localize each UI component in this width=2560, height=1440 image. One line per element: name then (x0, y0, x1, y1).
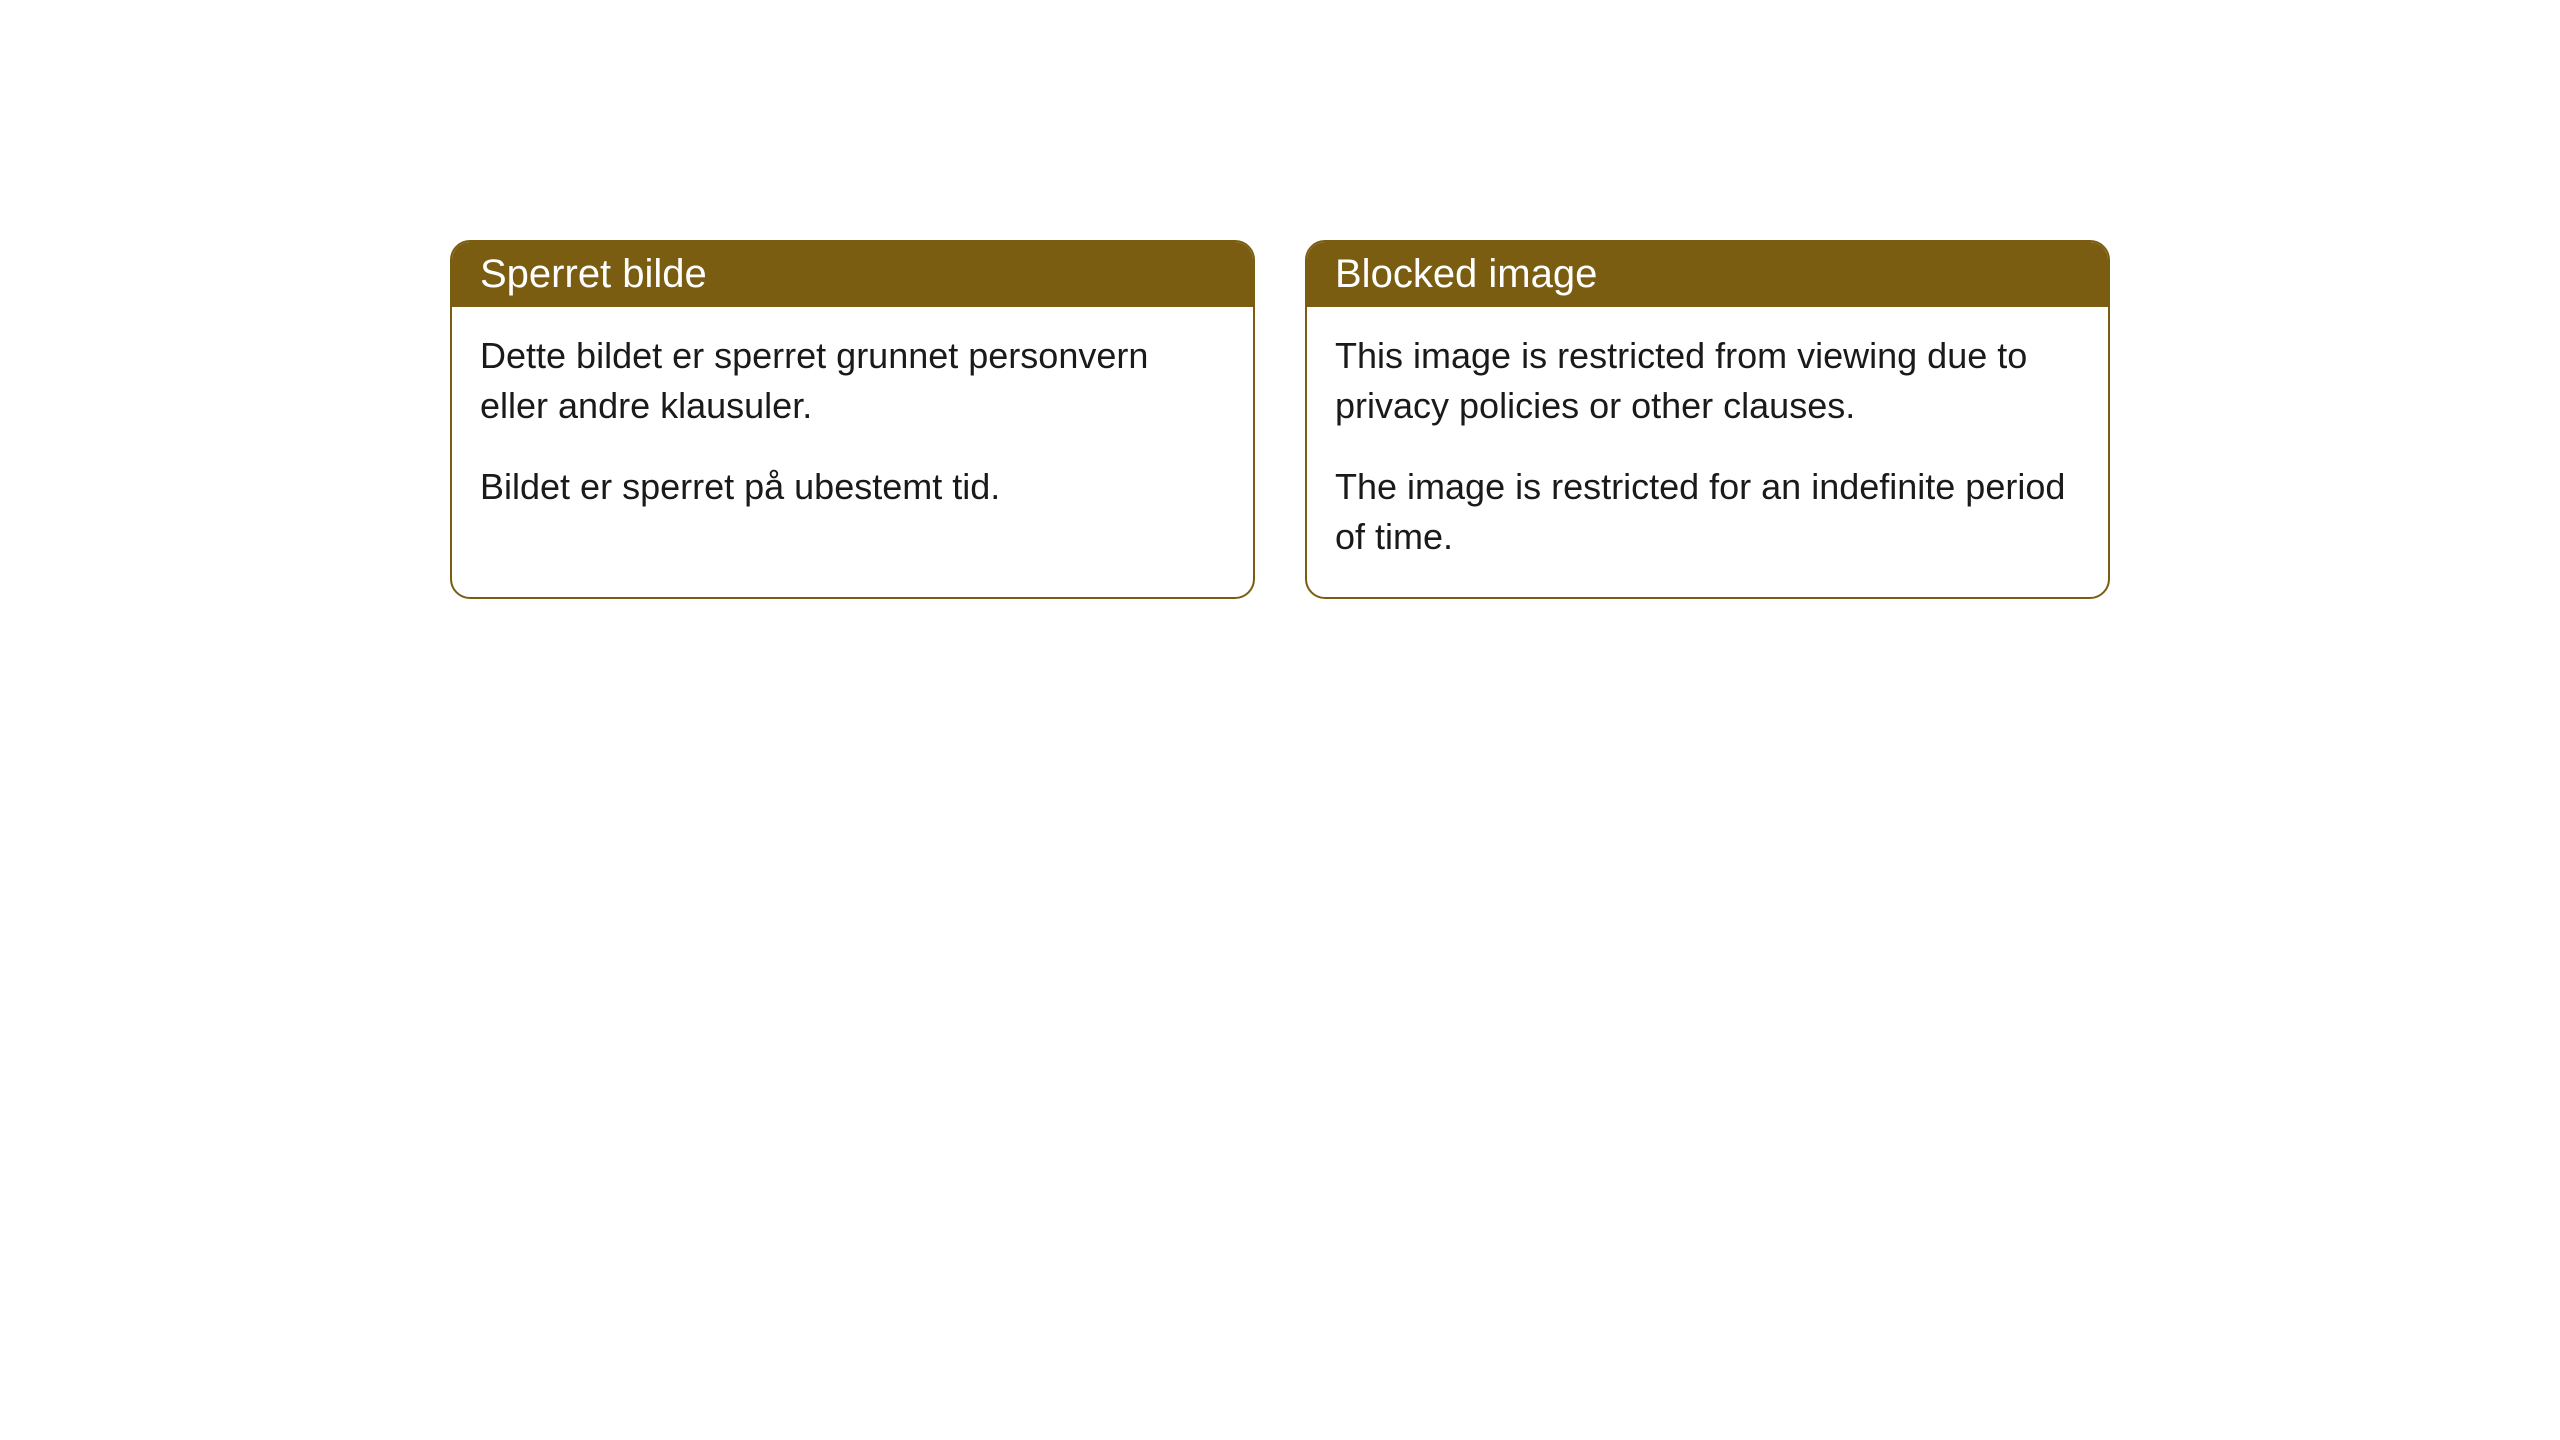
card-header: Blocked image (1307, 242, 2108, 307)
card-body: Dette bildet er sperret grunnet personve… (452, 307, 1253, 546)
card-header: Sperret bilde (452, 242, 1253, 307)
notice-card-english: Blocked image This image is restricted f… (1305, 240, 2110, 599)
card-paragraph: The image is restricted for an indefinit… (1335, 462, 2080, 563)
card-title: Sperret bilde (480, 252, 707, 296)
notice-card-norwegian: Sperret bilde Dette bildet er sperret gr… (450, 240, 1255, 599)
card-body: This image is restricted from viewing du… (1307, 307, 2108, 597)
card-paragraph: Dette bildet er sperret grunnet personve… (480, 331, 1225, 432)
card-title: Blocked image (1335, 252, 1597, 296)
card-paragraph: This image is restricted from viewing du… (1335, 331, 2080, 432)
card-paragraph: Bildet er sperret på ubestemt tid. (480, 462, 1225, 512)
notice-cards-container: Sperret bilde Dette bildet er sperret gr… (450, 240, 2110, 599)
